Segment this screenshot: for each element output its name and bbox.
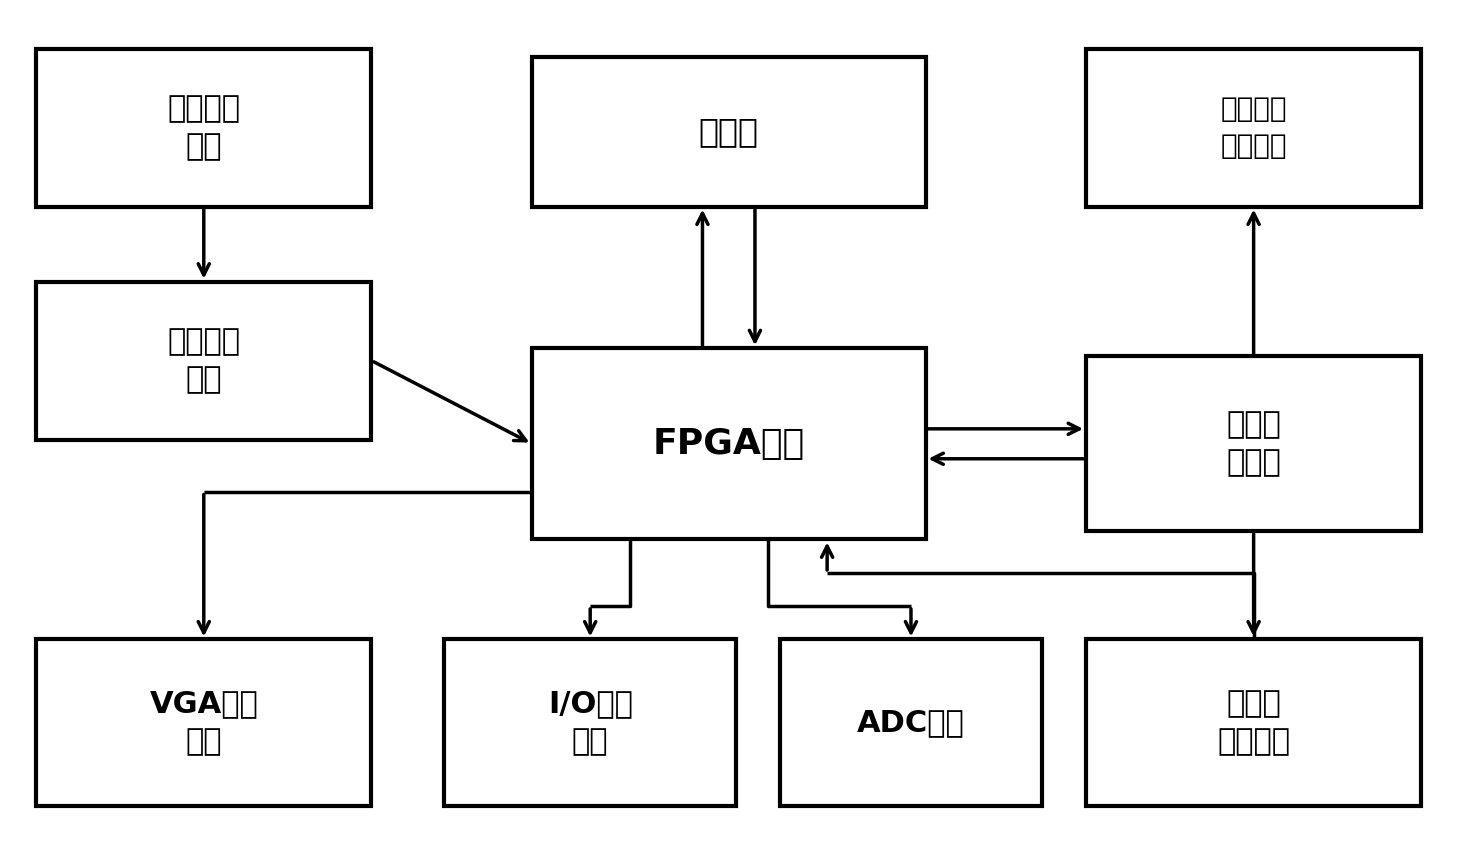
Text: ADC模块: ADC模块 <box>857 708 964 737</box>
FancyBboxPatch shape <box>531 57 926 206</box>
Text: 伺服电机
控制模块: 伺服电机 控制模块 <box>1220 96 1287 160</box>
Text: 以太网
通信模块: 以太网 通信模块 <box>1217 689 1289 756</box>
Text: FPGA芯片: FPGA芯片 <box>652 426 805 461</box>
Text: 图像采集
模块: 图像采集 模块 <box>168 94 240 162</box>
FancyBboxPatch shape <box>1086 48 1422 206</box>
FancyBboxPatch shape <box>531 348 926 540</box>
FancyBboxPatch shape <box>445 640 736 805</box>
Text: I/O接口
模块: I/O接口 模块 <box>548 689 633 756</box>
FancyBboxPatch shape <box>780 640 1042 805</box>
Text: 串口通
信模块: 串口通 信模块 <box>1226 410 1281 477</box>
Text: VGA驱动
模块: VGA驱动 模块 <box>150 689 258 756</box>
FancyBboxPatch shape <box>1086 356 1422 531</box>
Text: 视频解码
模块: 视频解码 模块 <box>168 327 240 394</box>
FancyBboxPatch shape <box>1086 640 1422 805</box>
Text: 存储器: 存储器 <box>699 115 758 148</box>
FancyBboxPatch shape <box>37 48 371 206</box>
FancyBboxPatch shape <box>37 282 371 440</box>
FancyBboxPatch shape <box>37 640 371 805</box>
